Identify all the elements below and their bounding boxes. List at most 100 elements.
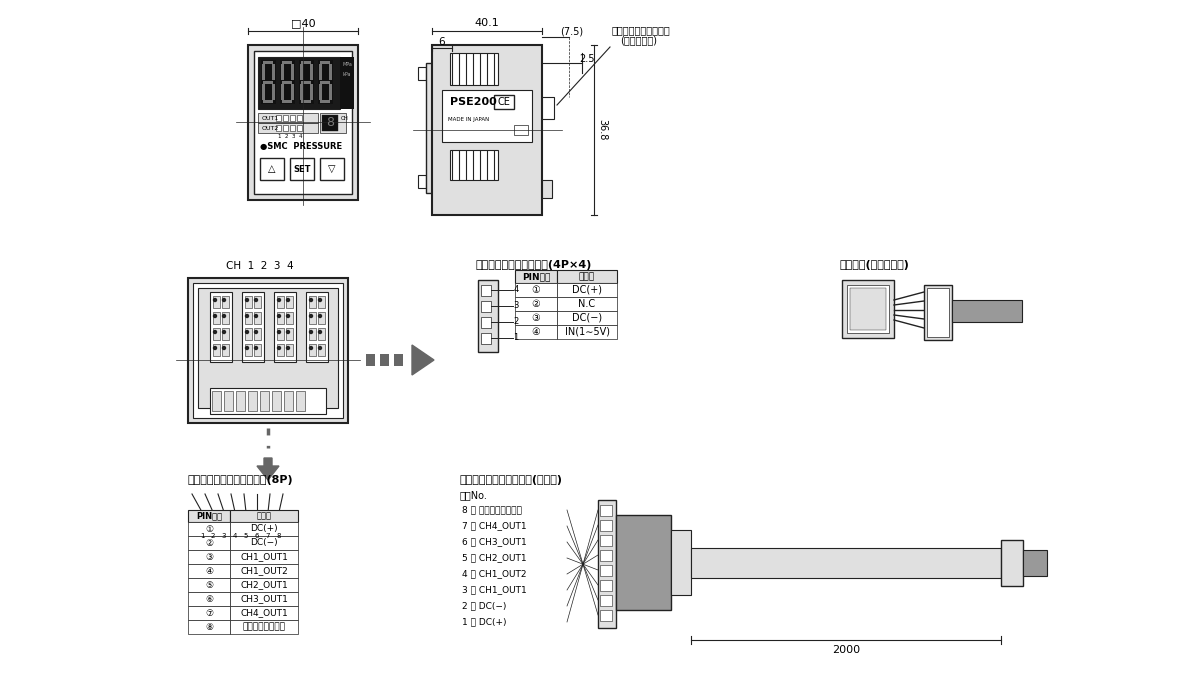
Bar <box>320 113 346 133</box>
Bar <box>557 325 617 339</box>
Text: 端子名: 端子名 <box>256 512 272 521</box>
Circle shape <box>319 346 321 349</box>
Bar <box>210 292 232 362</box>
Text: 4: 4 <box>298 134 302 139</box>
Bar <box>600 505 612 516</box>
Bar <box>222 328 229 340</box>
Text: ①: ① <box>532 285 540 295</box>
Text: PIN番号: PIN番号 <box>196 512 222 521</box>
Bar <box>210 388 326 414</box>
Circle shape <box>223 330 225 333</box>
Bar <box>426 63 432 193</box>
Bar <box>297 115 302 121</box>
Bar <box>309 344 316 356</box>
Bar <box>301 61 311 64</box>
Bar <box>927 288 949 337</box>
Text: 3: 3 <box>222 533 226 539</box>
Bar <box>188 578 230 592</box>
Bar <box>236 391 246 411</box>
Circle shape <box>246 346 248 349</box>
Bar <box>254 344 261 356</box>
Bar <box>242 513 252 530</box>
Bar <box>198 288 338 408</box>
Bar <box>193 283 343 418</box>
Circle shape <box>309 314 313 318</box>
Circle shape <box>223 298 225 302</box>
Bar <box>260 158 284 180</box>
Text: 1: 1 <box>200 533 204 539</box>
Bar <box>418 175 426 188</box>
Bar <box>616 515 671 610</box>
Bar <box>230 536 298 550</box>
Circle shape <box>246 314 248 318</box>
Bar <box>557 311 617 325</box>
Text: CE: CE <box>497 97 510 107</box>
Bar <box>230 578 298 592</box>
Bar <box>851 288 887 330</box>
Bar <box>242 292 264 362</box>
Text: センサ接続用コネクタ部(4P×4): センサ接続用コネクタ部(4P×4) <box>474 260 592 270</box>
Bar <box>418 67 426 80</box>
Bar <box>224 391 232 411</box>
Bar <box>367 354 375 366</box>
Bar <box>188 564 230 578</box>
Text: ▽: ▽ <box>328 164 335 174</box>
Bar <box>261 60 276 104</box>
Bar <box>253 513 262 530</box>
Bar <box>188 606 230 620</box>
Bar <box>276 115 282 121</box>
Text: 5 灰 CH2_OUT1: 5 灰 CH2_OUT1 <box>462 554 527 563</box>
Bar <box>272 64 276 80</box>
Circle shape <box>213 330 217 333</box>
Bar <box>188 620 230 634</box>
Bar <box>600 565 612 576</box>
Bar <box>600 550 612 561</box>
Text: ①: ① <box>205 524 213 533</box>
Text: 電源・出力接続用コネクタ(8P): 電源・出力接続用コネクタ(8P) <box>188 475 294 485</box>
Bar <box>188 510 230 522</box>
Bar <box>290 115 295 121</box>
Bar <box>258 57 340 109</box>
Bar <box>280 60 295 104</box>
Bar <box>297 125 302 131</box>
Bar <box>260 391 270 411</box>
Text: ②: ② <box>205 538 213 547</box>
Bar <box>320 100 329 103</box>
Text: CH1_OUT2: CH1_OUT2 <box>240 566 288 575</box>
Bar <box>230 592 298 606</box>
Text: 2000: 2000 <box>831 645 860 655</box>
Text: 3: 3 <box>513 302 519 311</box>
Bar <box>924 285 952 340</box>
Circle shape <box>319 314 321 318</box>
Bar <box>264 61 273 64</box>
Text: 4 白 CH1_OUT2: 4 白 CH1_OUT2 <box>462 570 526 578</box>
Circle shape <box>319 330 321 333</box>
Bar <box>600 580 612 591</box>
Bar <box>188 592 230 606</box>
Text: CH: CH <box>341 116 349 120</box>
Bar <box>220 513 229 530</box>
Bar <box>213 344 220 356</box>
Text: 4: 4 <box>232 533 237 539</box>
Bar <box>515 311 557 325</box>
Bar <box>301 100 311 103</box>
Bar <box>329 64 332 80</box>
Text: OUT1: OUT1 <box>262 116 279 120</box>
Bar <box>290 158 314 180</box>
Bar <box>222 312 229 324</box>
Circle shape <box>223 346 225 349</box>
Bar <box>264 81 273 84</box>
Circle shape <box>213 346 217 349</box>
Bar <box>258 113 317 123</box>
Text: CH4_OUT1: CH4_OUT1 <box>240 608 288 617</box>
Bar <box>557 297 617 311</box>
Bar <box>320 61 329 64</box>
Bar <box>277 328 284 340</box>
Bar <box>286 328 294 340</box>
Text: 6: 6 <box>438 37 446 47</box>
Circle shape <box>278 346 280 349</box>
Bar <box>272 84 276 100</box>
Text: 8 黄 オートシフト入力: 8 黄 オートシフト入力 <box>462 505 522 514</box>
Bar <box>1023 550 1047 576</box>
Text: ③: ③ <box>205 552 213 561</box>
